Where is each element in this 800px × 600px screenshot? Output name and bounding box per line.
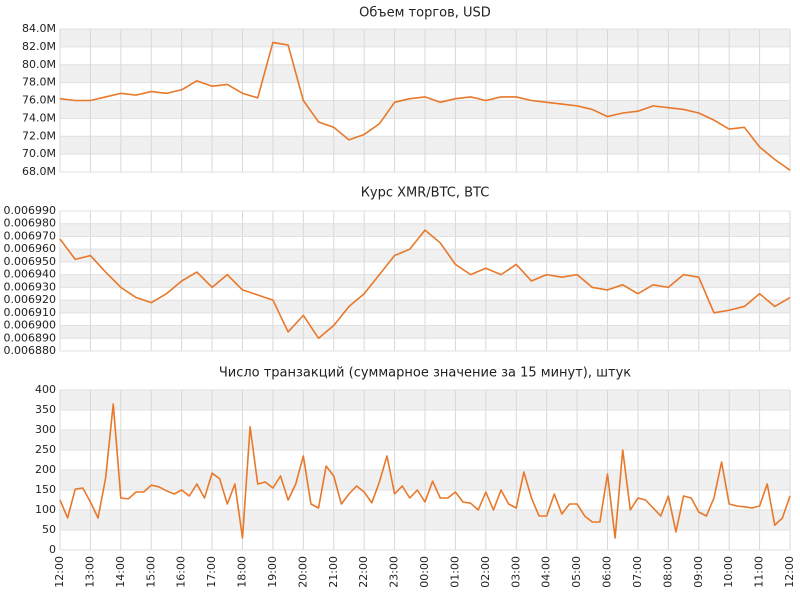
x-tick-label: 09:00 [692,556,705,588]
y-tick-label: 0.006940 [4,268,57,281]
y-tick-label: 0 [49,543,56,556]
x-tick-label: 12:00 [53,556,66,588]
x-tick-label: 06:00 [601,556,614,588]
chart-title: Объем торгов, USD [359,6,491,21]
x-tick-label: 22:00 [357,556,370,588]
y-tick-label: 68.0M [22,165,56,178]
chart-title: Число транзакций (суммарное значение за … [219,366,631,381]
y-tick-label: 250 [35,443,56,456]
y-tick-label: 50 [42,523,56,536]
y-tick-label: 82.0M [22,40,56,53]
x-tick-label: 04:00 [540,556,553,588]
chart-title: Курс XMR/BTC, BTC [361,186,490,201]
y-tick-label: 350 [35,403,56,416]
x-tick-label: 23:00 [388,556,401,588]
x-tick-label: 17:00 [205,556,218,588]
y-tick-label: 80.0M [22,58,56,71]
y-tick-label: 0.006890 [4,331,57,344]
y-tick-label: 0.006980 [4,217,57,230]
x-tick-label: 20:00 [296,556,309,588]
x-tick-label: 01:00 [448,556,461,588]
y-tick-label: 0.006990 [4,204,57,217]
y-tick-label: 84.0M [22,22,56,35]
y-tick-label: 0.006970 [4,229,57,242]
y-tick-label: 0.006960 [4,242,57,255]
data-line [59,41,791,171]
y-tick-label: 150 [35,483,56,496]
y-tick-label: 0.006920 [4,293,57,306]
y-tick-label: 100 [35,503,56,516]
x-tick-label: 19:00 [266,556,279,588]
x-tick-label: 08:00 [661,556,674,588]
data-line [59,229,791,340]
x-tick-label: 10:00 [722,556,735,588]
y-tick-label: 0.006950 [4,255,57,268]
x-tick-label: 05:00 [570,556,583,588]
x-tick-label: 15:00 [144,556,157,588]
y-tick-label: 78.0M [22,76,56,89]
x-tick-label: 21:00 [327,556,340,588]
x-tick-label: 12:00 [783,556,796,588]
x-tick-label: 00:00 [418,556,431,588]
y-tick-label: 0.006910 [4,306,57,319]
y-tick-label: 0.006900 [4,319,57,332]
x-tick-label: 02:00 [479,556,492,588]
y-tick-label: 0.006930 [4,280,57,293]
y-tick-label: 200 [35,463,56,476]
y-tick-label: 76.0M [22,94,56,107]
y-tick-label: 72.0M [22,129,56,142]
x-tick-label: 16:00 [175,556,188,588]
y-tick-label: 400 [35,383,56,396]
y-tick-label: 300 [35,423,56,436]
x-tick-label: 14:00 [114,556,127,588]
y-tick-label: 74.0M [22,111,56,124]
y-tick-label: 0.006880 [4,344,57,357]
x-tick-label: 07:00 [631,556,644,588]
x-tick-label: 18:00 [236,556,249,588]
data-line [59,403,791,539]
x-tick-label: 13:00 [83,556,96,588]
x-tick-label: 11:00 [753,556,766,588]
x-tick-label: 03:00 [509,556,522,588]
y-tick-label: 70.0M [22,147,56,160]
